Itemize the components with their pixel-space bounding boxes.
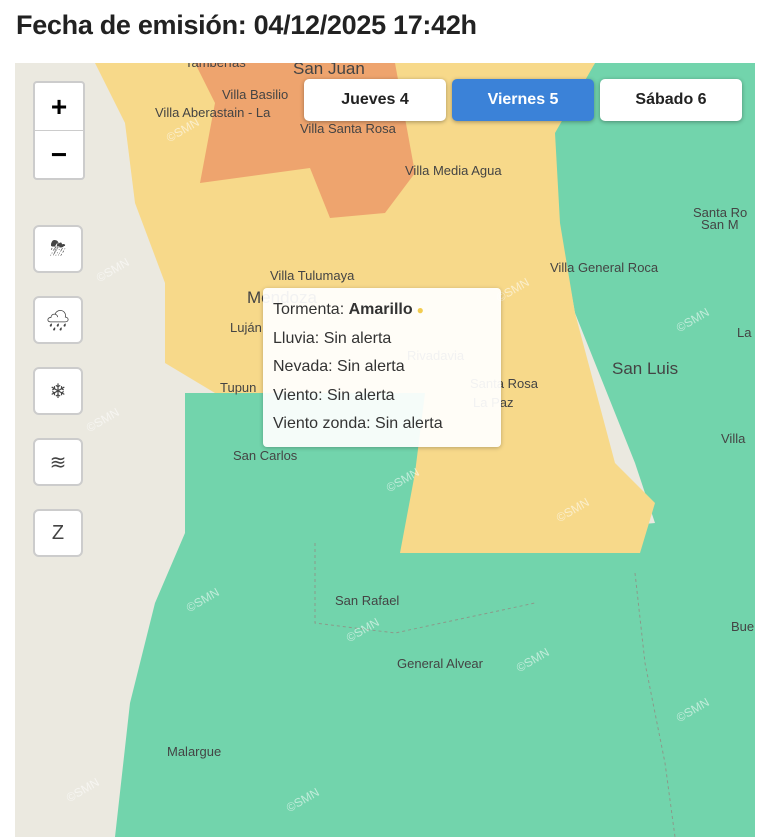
tooltip-row: Viento zonda: Sin alerta <box>273 410 491 439</box>
place-label: Santa Ro <box>693 205 748 220</box>
zonda-wind-icon: Z <box>51 521 65 544</box>
zoom-out-button[interactable]: − <box>35 130 83 178</box>
alert-level: Amarillo <box>348 301 413 318</box>
wind-icon: ≋ <box>49 451 67 474</box>
tab-day-0[interactable]: Jueves 4 <box>304 79 446 121</box>
day-selector: Jueves 4 Viernes 5 Sábado 6 <box>304 79 742 121</box>
tooltip-row: Tormenta: Amarillo ● <box>273 296 491 325</box>
tab-day-2[interactable]: Sábado 6 <box>600 79 742 121</box>
place-label: Tupun <box>220 380 257 395</box>
zoom-in-button[interactable]: + <box>50 90 68 122</box>
snow-layer-button[interactable]: ❄ <box>33 367 83 415</box>
alert-type: Tormenta: <box>273 301 349 318</box>
alert-level: Sin alerta <box>326 386 395 404</box>
alert-type: Viento: <box>273 386 327 404</box>
place-label: San Rafael <box>335 593 400 608</box>
place-label: San Carlos <box>233 448 298 463</box>
place-label: Villa Aberastain - La <box>155 105 271 120</box>
tooltip-row: Lluvia: Sin alerta <box>273 325 491 354</box>
place-label: Bue <box>731 619 755 634</box>
place-label: Malargue <box>167 744 222 759</box>
place-label: San M <box>701 217 739 232</box>
alert-type: Viento zonda: <box>273 415 376 432</box>
tooltip-row: Viento: Sin alerta <box>273 382 491 411</box>
alert-tooltip: Tormenta: Amarillo ● Lluvia: Sin alerta Nev… <box>263 288 501 447</box>
place-label: Villa Basilio <box>222 87 289 102</box>
place-label: General Alvear <box>397 656 483 671</box>
alert-level: Sin alerta <box>375 415 443 432</box>
place-label: Villa <box>721 431 746 446</box>
place-label: San Luis <box>612 359 679 378</box>
place-label: Villa Tulumaya <box>270 268 355 283</box>
alert-level: Sin alerta <box>337 358 405 375</box>
storm-layer-button[interactable]: ⛈ <box>33 225 83 273</box>
alert-type: Lluvia: <box>273 329 324 347</box>
storm-icon: ⛈ <box>50 237 66 260</box>
alert-level: Sin alerta <box>323 329 392 347</box>
map-regions <box>95 63 755 837</box>
alert-map[interactable]: Tamberías San Juan Villa Basilio Villa Aber… <box>15 63 755 837</box>
place-label: Luján <box>230 320 262 335</box>
rain-layer-button[interactable]: 🌧 <box>33 296 83 344</box>
tooltip-row: Nevada: Sin alerta <box>273 353 491 382</box>
tab-day-1[interactable]: Viernes 5 <box>452 79 594 121</box>
level-dot-icon: ● <box>416 303 424 317</box>
place-label: Villa Media Agua <box>405 163 502 178</box>
snow-icon: ❄ <box>49 380 67 403</box>
place-label: San Juan <box>293 63 365 78</box>
zoom-control: + − <box>33 81 85 180</box>
alert-type: Nevada: <box>273 358 338 375</box>
wind-layer-button[interactable]: ≋ <box>33 438 83 486</box>
rain-icon: 🌧 <box>45 309 71 332</box>
place-label: Tamberías <box>185 63 246 70</box>
place-label: La <box>737 325 752 340</box>
zonda-wind-layer-button[interactable]: Z <box>33 509 83 557</box>
place-label: Villa General Roca <box>550 260 659 275</box>
page-title: Fecha de emisión: 04/12/2025 17:42h <box>16 10 477 40</box>
place-label: Villa Santa Rosa <box>300 121 396 136</box>
